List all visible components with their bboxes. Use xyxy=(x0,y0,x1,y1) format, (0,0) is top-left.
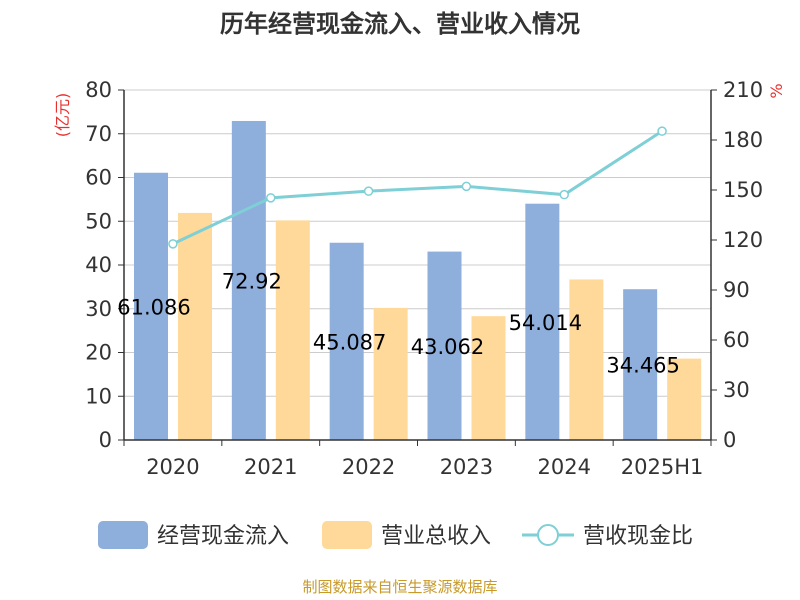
bar-total-revenue xyxy=(178,212,212,440)
x-tick-label: 2020 xyxy=(146,455,199,479)
x-tick-label: 2024 xyxy=(538,455,591,479)
bar-total-revenue xyxy=(667,358,702,440)
ratio-line xyxy=(168,126,667,249)
left-tick-label: 70 xyxy=(85,122,112,146)
bars xyxy=(134,120,702,440)
bar-cash-inflow xyxy=(231,120,266,440)
bar-labels: 61.086 72.92 45.087 43.062 54.014 34.465 xyxy=(117,269,680,377)
right-tick-label: 30 xyxy=(723,378,750,402)
ratio-point xyxy=(168,239,178,249)
left-tick-label: 0 xyxy=(99,428,112,452)
right-tick-label: 60 xyxy=(723,328,750,352)
left-axis-unit: (亿元) xyxy=(53,93,72,138)
legend-label-total-revenue: 营业总收入 xyxy=(381,524,491,549)
bar-cash-inflow xyxy=(329,242,364,440)
x-tick-label: 2023 xyxy=(440,455,493,479)
left-tick-label: 30 xyxy=(85,297,112,321)
left-tick-label: 20 xyxy=(85,341,112,365)
source-note: 制图数据来自恒生聚源数据库 xyxy=(302,578,497,596)
bar-cash-inflow xyxy=(623,289,658,440)
bar-cash-inflow xyxy=(427,251,462,440)
bar-total-revenue xyxy=(569,279,604,440)
right-tick-label: 90 xyxy=(723,278,750,302)
legend-marker-ratio xyxy=(537,524,559,546)
bar-value-label: 43.062 xyxy=(411,335,484,359)
bar-cash-inflow xyxy=(134,172,168,440)
right-tick-label: 210 xyxy=(723,78,763,102)
ratio-line-path xyxy=(172,129,663,246)
bar-value-label: 45.087 xyxy=(313,330,386,354)
bar-value-label: 54.014 xyxy=(509,311,582,335)
ratio-point xyxy=(461,181,472,192)
legend-label-cash-inflow: 经营现金流入 xyxy=(157,524,289,549)
right-axis-unit: % xyxy=(767,83,786,98)
right-tick-label: 120 xyxy=(723,228,763,252)
bar-value-label: 72.92 xyxy=(222,269,282,293)
left-tick-label: 80 xyxy=(85,78,112,102)
left-tick-label: 60 xyxy=(85,166,112,190)
right-tick-label: 180 xyxy=(723,128,763,152)
chart-title: 历年经营现金流入、营业收入情况 xyxy=(220,10,580,38)
x-tick-label: 2021 xyxy=(244,455,297,479)
ratio-point xyxy=(559,189,569,200)
x-tick-label: 2022 xyxy=(342,455,395,479)
right-tick-label: 0 xyxy=(723,428,736,452)
left-tick-label: 10 xyxy=(85,384,112,408)
ratio-point xyxy=(657,126,667,136)
bar-cash-inflow xyxy=(525,203,560,440)
bar-value-label: 34.465 xyxy=(606,354,679,378)
bar-total-revenue xyxy=(471,316,506,440)
legend-label-ratio: 营收现金比 xyxy=(583,524,693,549)
x-tick-label: 2025H1 xyxy=(621,455,704,479)
left-tick-label: 40 xyxy=(85,253,112,277)
legend-swatch-total-revenue xyxy=(322,521,372,549)
legend-swatch-cash-inflow xyxy=(98,521,148,549)
left-tick-label: 50 xyxy=(85,209,112,233)
axes: 0 10 20 30 40 50 60 70 80 0 30 60 90 120 150 180 210 2020… xyxy=(85,78,763,479)
ratio-point xyxy=(363,186,374,196)
bar-total-revenue xyxy=(275,220,310,440)
bar-value-label: 61.086 xyxy=(117,295,190,319)
bar-total-revenue xyxy=(373,307,408,440)
legend: 经营现金流入 营业总收入 营收现金比 xyxy=(98,521,693,549)
right-tick-label: 150 xyxy=(723,178,763,202)
ratio-point xyxy=(266,193,276,203)
